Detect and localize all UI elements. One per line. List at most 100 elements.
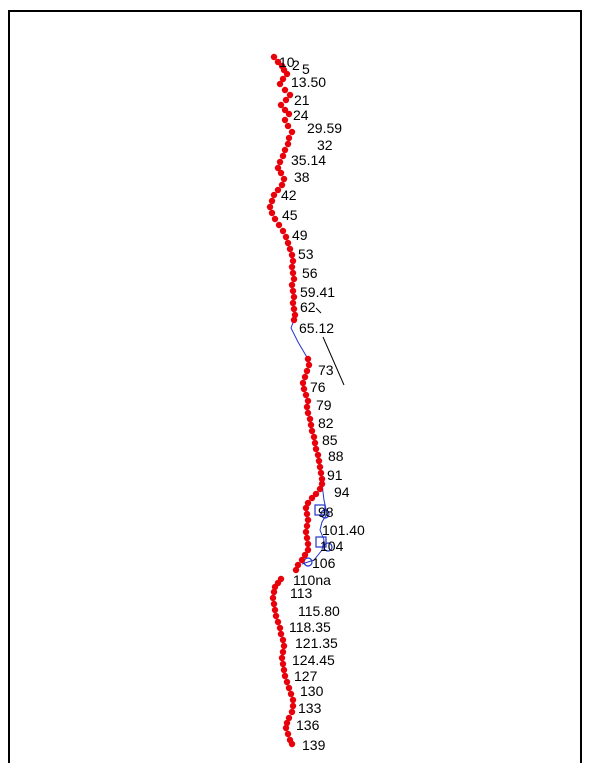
sample-point — [303, 534, 311, 542]
sample-point — [277, 101, 285, 109]
sample-point — [286, 245, 294, 253]
sample-point — [280, 175, 288, 183]
sample-point — [300, 385, 308, 393]
sample-point — [314, 451, 322, 459]
sample-point — [302, 504, 310, 512]
sample-point — [289, 287, 297, 295]
depth-label: 79 — [316, 397, 332, 413]
sample-point — [304, 355, 312, 363]
sample-point — [304, 516, 312, 524]
sample-point — [304, 409, 312, 417]
depth-label: 35.14 — [291, 152, 326, 168]
sample-point — [288, 128, 296, 136]
sample-point — [285, 684, 293, 692]
blue-connector-line — [290, 319, 309, 360]
sample-point — [317, 469, 325, 477]
sample-point — [275, 221, 283, 229]
sample-point — [278, 181, 286, 189]
sample-point — [301, 551, 309, 559]
depth-label: 82 — [318, 415, 334, 431]
sample-point — [315, 457, 323, 465]
sample-point — [303, 522, 311, 530]
sample-point — [304, 540, 312, 548]
depth-label: 85 — [322, 432, 338, 448]
sample-point — [268, 197, 276, 205]
sample-point — [286, 91, 294, 99]
depth-label: 124.45 — [292, 652, 335, 668]
sample-point — [279, 75, 287, 83]
depth-label: 42 — [281, 187, 297, 203]
sample-point — [311, 439, 319, 447]
sample-point — [310, 433, 318, 441]
sample-point — [284, 122, 292, 130]
sample-point — [312, 445, 320, 453]
sample-point — [303, 510, 311, 518]
sample-point — [284, 140, 292, 148]
sample-point — [269, 594, 277, 602]
sample-point — [299, 379, 307, 387]
black-tick-mark — [315, 307, 322, 314]
depth-label: 5 — [302, 61, 310, 77]
depth-label: 76 — [310, 379, 326, 395]
sample-point — [305, 361, 313, 369]
sample-point — [288, 281, 296, 289]
sample-point — [279, 152, 287, 160]
sample-point — [278, 654, 286, 662]
sample-point — [289, 269, 297, 277]
sample-point — [290, 275, 298, 283]
sample-point — [283, 678, 291, 686]
sample-point — [283, 719, 291, 727]
blue-sample-marker — [320, 509, 330, 519]
sample-point — [288, 251, 296, 259]
depth-label: 56 — [302, 265, 318, 281]
sample-point — [277, 169, 285, 177]
depth-label: 139 — [302, 737, 326, 753]
sample-point — [284, 239, 292, 247]
depth-label: 130 — [300, 683, 324, 699]
sample-point — [308, 427, 316, 435]
sample-point — [290, 305, 298, 313]
sample-point — [276, 80, 284, 88]
sample-point — [281, 86, 289, 94]
sample-point — [274, 618, 282, 626]
depth-label: 88 — [328, 448, 344, 464]
sample-point — [289, 696, 297, 704]
depth-label: 104 — [320, 538, 344, 554]
sample-point — [282, 96, 290, 104]
sample-point — [270, 191, 278, 199]
depth-label: 106 — [312, 555, 336, 571]
sample-point — [282, 233, 290, 241]
depth-label: 113 — [290, 585, 313, 601]
depth-label: 49 — [292, 227, 308, 243]
sample-point — [316, 463, 324, 471]
connector-lines — [290, 307, 345, 567]
depth-label: 29.59 — [307, 120, 342, 136]
sample-point — [303, 367, 311, 375]
sample-point — [270, 600, 278, 608]
sample-point — [318, 480, 326, 488]
sample-point — [304, 546, 312, 554]
sample-point — [276, 158, 284, 166]
depth-label: 38 — [294, 169, 310, 185]
sample-point — [312, 490, 320, 498]
depth-label: 2 — [292, 57, 300, 73]
blue-sample-marker — [323, 542, 333, 552]
sample-point — [285, 714, 293, 722]
depth-label: 24 — [293, 107, 309, 123]
depth-label: 121.35 — [295, 635, 338, 651]
sample-point — [276, 624, 284, 632]
sample-point — [282, 724, 290, 732]
sample-point — [279, 660, 287, 668]
sample-point — [271, 583, 279, 591]
sample-point — [279, 648, 287, 656]
sample-point — [271, 215, 279, 223]
diagram-frame: 10 2 5 13.50 21 24 29.59 32 35.14 38 42 45 49 53 56 59.… — [8, 10, 582, 763]
sample-point — [308, 494, 316, 502]
depth-label: 127 — [294, 668, 318, 684]
sample-point — [298, 556, 306, 564]
depth-label: 101.40 — [322, 522, 365, 538]
sample-point — [270, 53, 278, 61]
depth-label: 21 — [294, 92, 310, 108]
